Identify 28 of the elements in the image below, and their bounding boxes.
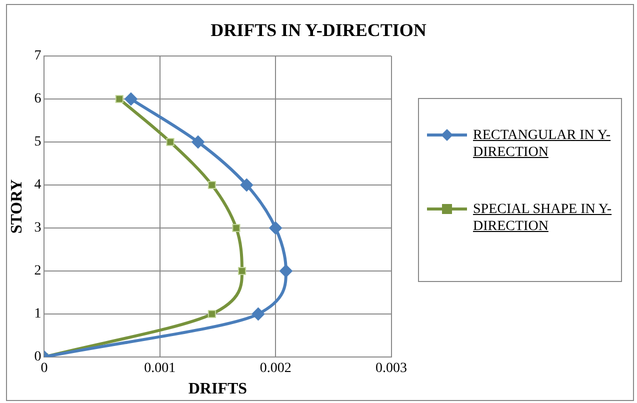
y-axis-title: STORY	[8, 178, 26, 234]
y-tick-label: 4	[34, 178, 42, 193]
point	[232, 224, 240, 232]
point	[252, 308, 265, 320]
x-tick-label: 0.002	[260, 361, 292, 376]
legend-label: RECTANGULAR IN Y-DIRECTION	[473, 127, 612, 161]
x-tick-label: 0.003	[376, 361, 407, 376]
point	[269, 222, 282, 234]
point	[240, 178, 254, 192]
point	[124, 92, 138, 106]
point	[166, 138, 174, 146]
point	[208, 310, 216, 318]
x-tick-label: 0.001	[144, 361, 176, 376]
y-tick-label: 3	[34, 220, 42, 236]
point	[115, 94, 124, 104]
y-tick-label: 1	[34, 306, 42, 322]
y-tick-label: 6	[34, 92, 42, 107]
point	[192, 136, 205, 148]
chart-title: DRIFTS IN Y-DIRECTION	[210, 20, 428, 41]
y-tick-label: 5	[34, 134, 42, 150]
y-tick-label: 2	[34, 264, 42, 279]
y-tick-label: 7	[34, 48, 42, 64]
x-axis-title: DRIFTS	[188, 380, 248, 398]
point	[279, 264, 292, 278]
point	[238, 266, 246, 276]
point	[208, 180, 216, 190]
y-tick-label: 0	[34, 350, 42, 365]
legend-label: SPECIAL SHAPE IN Y-DIRECTION	[473, 201, 613, 235]
